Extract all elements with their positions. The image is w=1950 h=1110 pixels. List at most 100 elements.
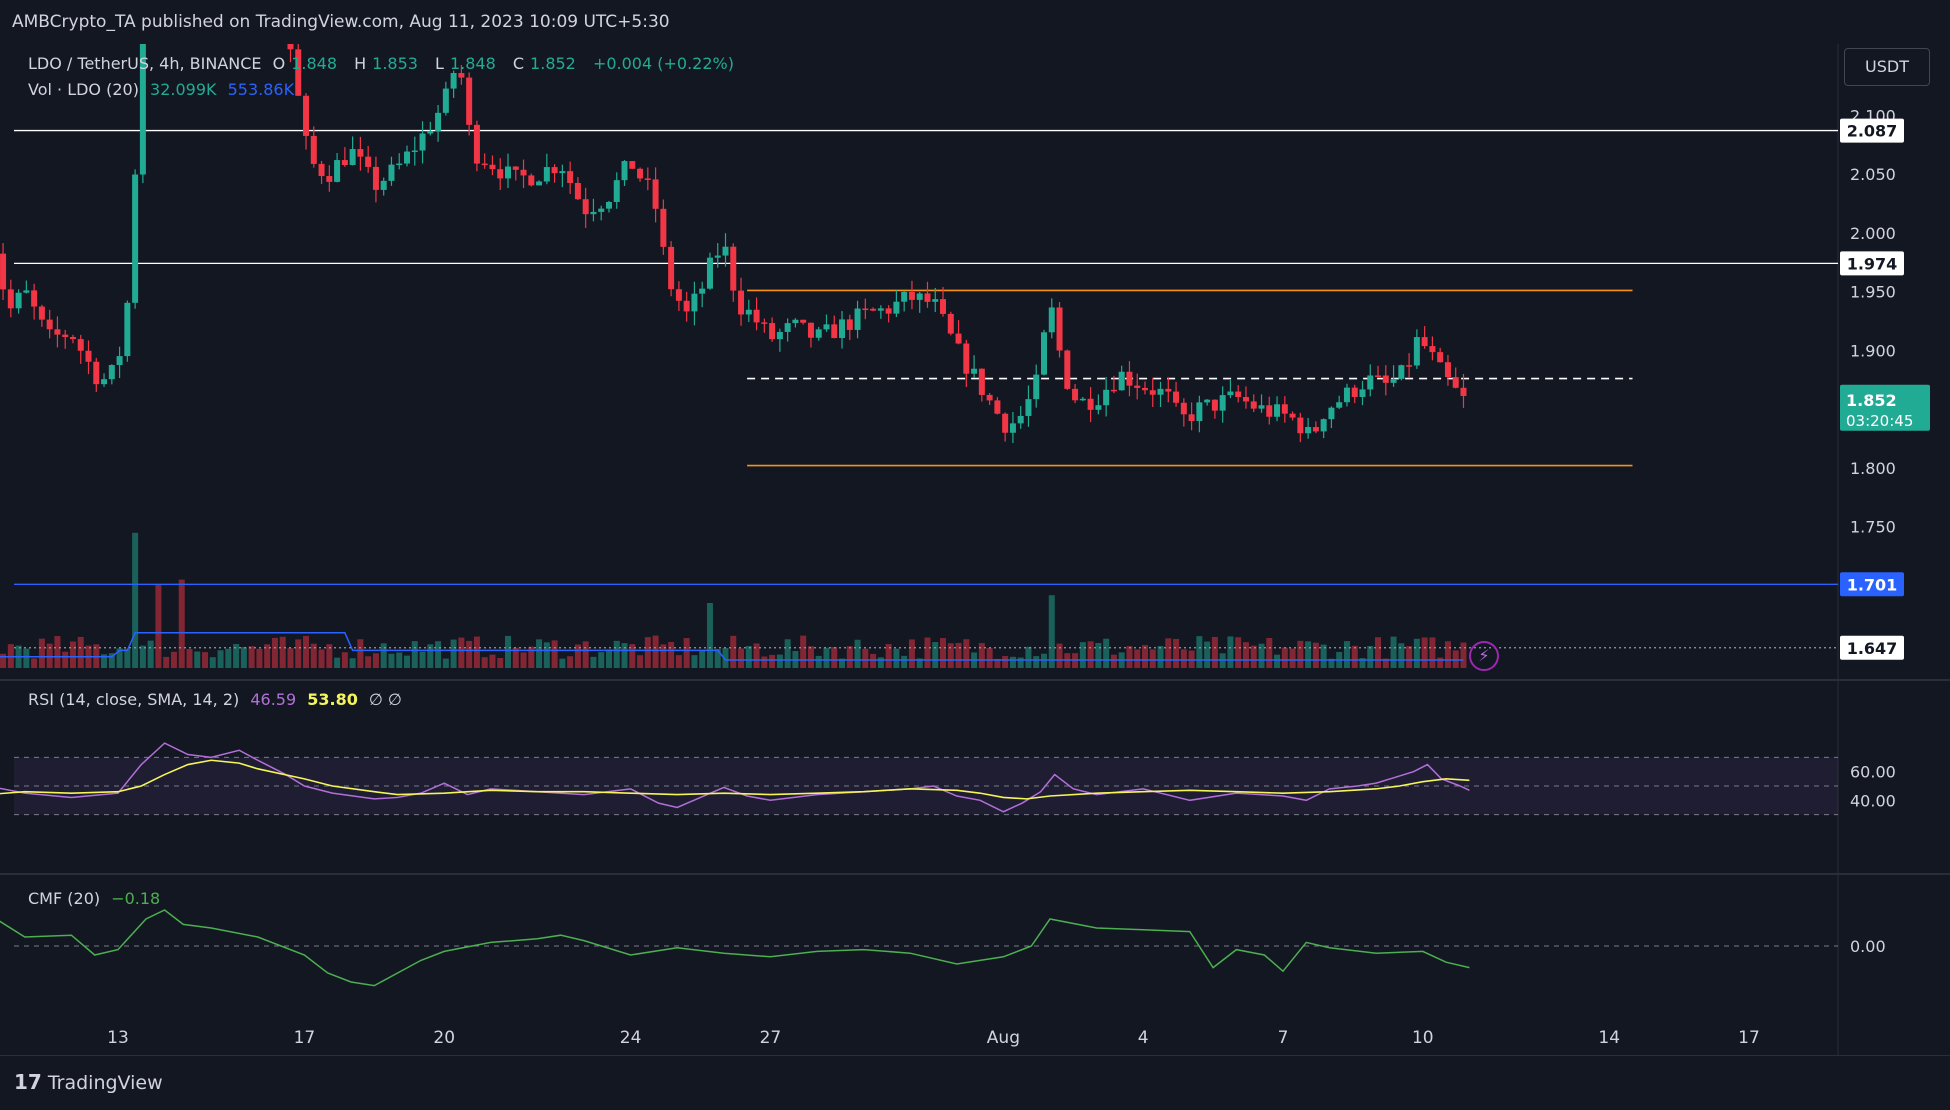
candle-body — [1173, 391, 1180, 403]
volume-bar — [1258, 643, 1265, 668]
candle-body — [1110, 389, 1117, 392]
candle-body — [93, 361, 100, 385]
volume-bar — [326, 644, 333, 668]
cmf-tick-label: 0.00 — [1850, 937, 1886, 956]
price-tick-label: 2.000 — [1850, 224, 1896, 243]
volume-bar — [668, 642, 675, 668]
candle-body — [1235, 391, 1242, 397]
volume-bar — [341, 652, 348, 668]
candle-body — [800, 319, 807, 323]
candle-body — [1141, 387, 1148, 391]
candle-body — [839, 319, 846, 339]
publish-text: AMBCrypto_TA published on TradingView.co… — [12, 12, 670, 32]
time-tick-label: 24 — [620, 1028, 642, 1048]
candle-body — [613, 180, 620, 202]
candle-body — [1242, 396, 1249, 402]
candle-body — [0, 253, 7, 290]
volume-bar — [357, 639, 364, 668]
volume-label[interactable]: Vol · LDO (20) — [28, 80, 139, 99]
candle-body — [1320, 419, 1327, 432]
cmf-label[interactable]: CMF (20) — [28, 889, 101, 908]
volume-bar — [574, 644, 581, 668]
change-value: +0.004 (+0.22%) — [592, 54, 734, 73]
time-tick-label: 10 — [1412, 1028, 1434, 1048]
candle-body — [1064, 350, 1071, 389]
candle-body — [54, 329, 61, 335]
candle-body — [1157, 388, 1164, 395]
volume-bar — [605, 649, 612, 668]
volume-bar — [1165, 638, 1172, 668]
price-tick-label: 1.900 — [1850, 341, 1896, 360]
candle-body — [675, 289, 682, 301]
cmf-line — [0, 909, 1470, 987]
volume-bar — [1009, 656, 1016, 668]
volume-bar — [986, 647, 993, 668]
candle-body — [1204, 399, 1211, 403]
volume-bar — [264, 644, 271, 668]
volume-bar — [419, 651, 426, 668]
candle-body — [924, 293, 931, 302]
volume-bar — [1204, 641, 1211, 668]
tradingview-logo-icon[interactable]: 17 — [14, 1070, 42, 1094]
time-tick-label: Aug — [987, 1028, 1020, 1048]
volume-bar — [295, 639, 302, 668]
volume-bar — [132, 532, 139, 668]
rsi-label[interactable]: RSI (14, close, SMA, 14, 2) — [28, 690, 240, 709]
time-tick-label: 17 — [294, 1028, 316, 1048]
candle-body — [1219, 395, 1226, 411]
brand-name[interactable]: TradingView — [47, 1072, 163, 1094]
volume-bar — [1017, 657, 1024, 668]
candle-body — [1305, 427, 1312, 434]
rsi-line — [0, 742, 1470, 813]
volume-bar — [543, 642, 550, 668]
candle-body — [1180, 402, 1187, 415]
candle-body — [1188, 414, 1195, 422]
publish-header: AMBCrypto_TA published on TradingView.co… — [0, 0, 1950, 44]
volume-bar — [256, 648, 263, 668]
candle-body — [1289, 413, 1296, 418]
volume-bar — [1250, 645, 1257, 668]
volume-ma-value: 553.86K — [227, 80, 295, 99]
candle-body — [1250, 401, 1257, 409]
volume-bar — [466, 640, 473, 668]
candle-body — [1025, 399, 1032, 416]
candle-body — [380, 180, 387, 190]
cmf-value: −0.18 — [111, 889, 161, 908]
volume-bar — [233, 644, 240, 668]
level-price-label: 2.087 — [1847, 122, 1898, 141]
candle-body — [124, 302, 131, 357]
volume-bar — [46, 643, 53, 668]
quote-currency-button[interactable]: USDT — [1844, 48, 1930, 86]
volume-bar — [1421, 637, 1428, 668]
candle-body — [745, 309, 752, 315]
level-price-label: 1.974 — [1847, 254, 1898, 273]
candle-body — [435, 112, 442, 131]
volume-bar — [334, 657, 341, 668]
price-tick-label: 1.750 — [1850, 518, 1896, 537]
lightning-icon[interactable]: ⚡ — [1469, 641, 1499, 671]
volume-bar — [1266, 637, 1273, 668]
volume-bar — [675, 655, 682, 668]
candle-body — [1312, 427, 1319, 432]
volume-bar — [279, 636, 286, 668]
candle-body — [1134, 385, 1141, 388]
volume-bar — [978, 643, 985, 668]
candle-body — [1227, 391, 1234, 396]
candle-body — [46, 319, 53, 330]
candle-body — [23, 290, 30, 293]
price-tick-label: 2.050 — [1850, 165, 1896, 184]
candle-body — [62, 334, 69, 338]
candle-body — [139, 0, 146, 175]
candle-body — [706, 257, 713, 289]
volume-ma-line — [0, 632, 1464, 661]
volume-bar — [380, 643, 387, 668]
candle-body — [528, 175, 535, 186]
symbol-label[interactable]: LDO / TetherUS, 4h, BINANCE — [28, 54, 262, 73]
volume-bar — [940, 638, 947, 668]
candle-body — [916, 293, 923, 300]
volume-bar — [637, 655, 644, 668]
volume-bar — [846, 646, 853, 668]
volume-bar — [404, 655, 411, 668]
